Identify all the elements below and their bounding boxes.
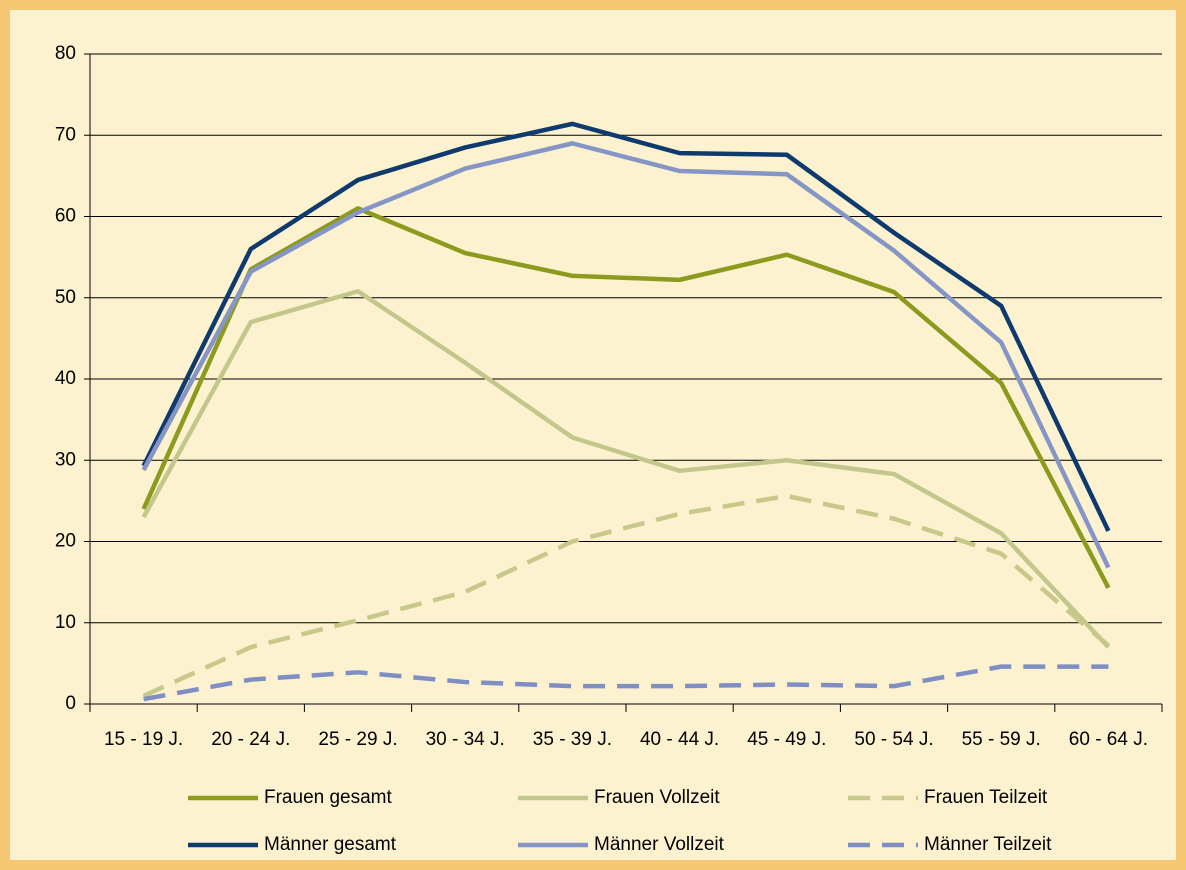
series-line <box>141 121 1111 532</box>
x-tick-label: 55 - 59 J. <box>962 729 1041 750</box>
y-tick-label: 60 <box>55 206 76 227</box>
series-line <box>141 206 1111 589</box>
x-tick-label: 45 - 49 J. <box>747 729 826 750</box>
x-tick-label: 30 - 34 J. <box>426 729 505 750</box>
y-tick-label: 10 <box>55 612 76 633</box>
y-tick-label: 50 <box>55 287 76 308</box>
x-tick-label: 25 - 29 J. <box>318 729 397 750</box>
legend-label: Frauen gesamt <box>264 787 393 808</box>
series-line <box>141 289 1111 649</box>
series-line <box>143 664 1109 702</box>
y-tick-label: 70 <box>55 124 76 145</box>
y-tick-label: 40 <box>55 368 76 389</box>
legend-label: Männer gesamt <box>264 834 397 855</box>
legend-label: Männer Teilzeit <box>924 834 1052 855</box>
x-tick-label: 60 - 64 J. <box>1069 729 1148 750</box>
x-tick-label: 50 - 54 J. <box>854 729 933 750</box>
x-tick-label: 20 - 24 J. <box>211 729 290 750</box>
y-tick-label: 20 <box>55 531 76 552</box>
y-tick-label: 30 <box>55 449 76 470</box>
x-tick-label: 35 - 39 J. <box>533 729 612 750</box>
series-line <box>141 141 1111 569</box>
legend-label: Frauen Teilzeit <box>924 787 1048 808</box>
legend-label: Männer Vollzeit <box>594 834 725 855</box>
legend-label: Frauen Vollzeit <box>594 787 720 808</box>
x-tick-label: 40 - 44 J. <box>640 729 719 750</box>
x-tick-label: 15 - 19 J. <box>104 729 183 750</box>
series-line <box>142 493 1110 698</box>
y-tick-label: 80 <box>55 43 76 64</box>
y-tick-label: 0 <box>65 693 76 714</box>
